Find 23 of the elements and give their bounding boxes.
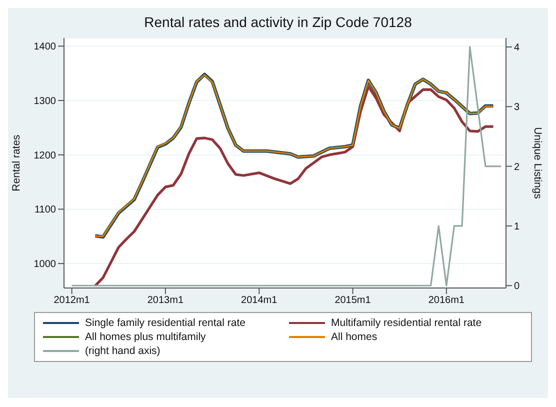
x-tick-label: 2016m1 bbox=[428, 295, 465, 306]
x-tick-label: 2014m1 bbox=[241, 295, 278, 306]
legend-label: All homes bbox=[331, 331, 378, 343]
y-tick-label: 1200 bbox=[34, 150, 56, 162]
x-tick-label: 2015m1 bbox=[334, 295, 372, 306]
legend-label: Single family residential rental rate bbox=[85, 317, 246, 329]
legend-label: (right hand axis) bbox=[85, 345, 160, 357]
y-tick-label: 1400 bbox=[34, 42, 56, 53]
y-axis-title: Rental rates bbox=[10, 134, 23, 192]
y2-tick-label: 2 bbox=[514, 162, 520, 173]
legend-label: All homes plus multifamily bbox=[85, 331, 206, 343]
y2-tick-label: 4 bbox=[514, 42, 520, 54]
chart-title: Rental rates and activity in Zip Code 70128 bbox=[143, 13, 413, 30]
legend-label: Multifamily residential rental rate bbox=[331, 317, 482, 329]
y2-tick-label: 1 bbox=[514, 221, 520, 232]
y2-tick-label: 0 bbox=[514, 281, 520, 292]
x-tick-label: 2012m1 bbox=[54, 295, 90, 306]
y-tick-label: 1100 bbox=[34, 204, 56, 216]
y2-axis-title: Unique Listings bbox=[531, 127, 544, 199]
y-tick-label: 1300 bbox=[34, 96, 56, 108]
y2-tick-label: 3 bbox=[514, 102, 520, 114]
y-tick-label: 1000 bbox=[34, 259, 56, 270]
x-tick-label: 2013m1 bbox=[147, 295, 184, 306]
